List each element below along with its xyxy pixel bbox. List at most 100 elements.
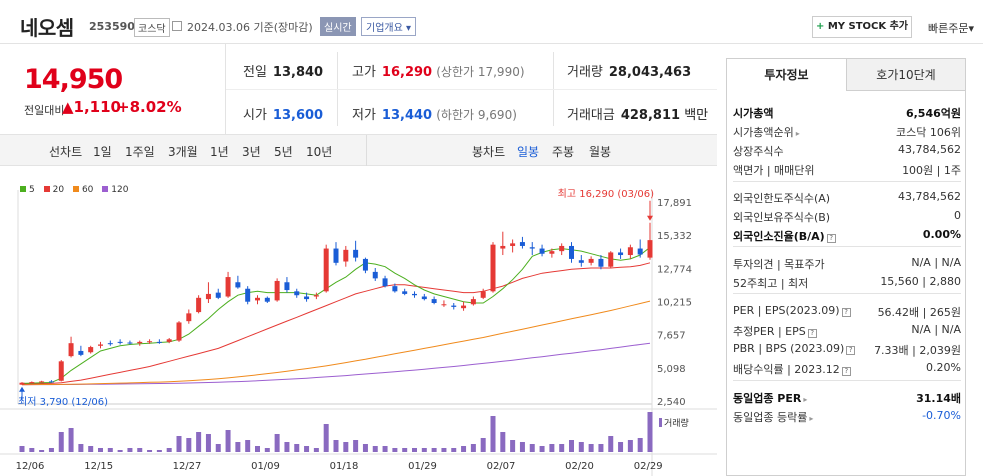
period-10y[interactable]: 10년	[306, 145, 333, 159]
volume-bar	[156, 450, 162, 452]
volume-bar	[225, 430, 231, 452]
candle-body	[461, 305, 467, 309]
candle-body	[127, 342, 133, 344]
volume-bar	[274, 434, 280, 452]
info-row-value: 43,784,562	[898, 190, 961, 203]
candle-body	[569, 245, 574, 259]
volume-bar	[451, 448, 457, 452]
volume-bar	[313, 448, 319, 452]
volume-bar	[117, 450, 123, 452]
volume: 거래량 28,043,463	[567, 65, 692, 80]
info-row-label: 동일업종 등락률 ▸	[733, 411, 814, 424]
volume-bar	[245, 440, 251, 452]
candle-body	[598, 258, 604, 267]
period-3y[interactable]: 3년	[242, 145, 261, 159]
chevron-right-icon: ▸	[795, 129, 800, 138]
help-icon[interactable]: ?	[841, 308, 851, 317]
info-row-label: 52주최고 | 최저	[733, 277, 809, 290]
my-stock-add-button[interactable]: + MY STOCK 추가	[812, 16, 912, 38]
volume-bar	[372, 446, 378, 452]
info-row: 외국인한도주식수(A) 43,784,562	[733, 188, 961, 206]
volume-bar	[304, 446, 310, 452]
candle-body	[264, 297, 270, 302]
stock-chart: 5 20 60 120 17,891 15,332 12,774 10,215 7,65…	[0, 166, 717, 476]
period-5y[interactable]: 5년	[274, 145, 293, 159]
info-row-value: -0.70%	[922, 409, 961, 422]
quick-order-button[interactable]: 빠른주문▾	[928, 20, 974, 36]
help-icon[interactable]: ?	[807, 329, 817, 338]
candle-body	[225, 277, 231, 297]
volume-bar	[58, 432, 64, 452]
chevron-right-icon: ▸	[809, 414, 814, 423]
chevron-down-icon: ▾	[406, 23, 412, 34]
candle-body	[578, 260, 584, 263]
candle-body	[559, 245, 565, 252]
volume-bar	[186, 438, 192, 452]
volume-bar	[637, 438, 643, 452]
info-row: PBR | BPS (2023.09)? 7.33배 | 2,039원	[733, 340, 961, 358]
calendar-icon	[172, 21, 182, 31]
tab-order-book[interactable]: 호가10단계	[846, 59, 965, 91]
stock-name: 네오셈	[20, 16, 74, 40]
help-icon[interactable]: ?	[841, 367, 851, 376]
volume-bar	[412, 448, 417, 452]
candle-weekly[interactable]: 주봉	[552, 145, 575, 159]
info-row-value: 6,546억원	[905, 107, 961, 120]
company-overview-dropdown[interactable]: 기업개요 ▾	[361, 17, 417, 36]
period-1y[interactable]: 1년	[210, 145, 229, 159]
volume-bar	[235, 442, 241, 452]
info-row[interactable]: 동일업종 PER ▸ 31.14배	[733, 388, 961, 406]
y-tick-label: 5,098	[657, 364, 686, 375]
info-row-label: 투자의견 | 목표주가	[733, 258, 825, 271]
volume-bar	[480, 438, 486, 452]
info-row[interactable]: 동일업종 등락률 ▸ -0.70%	[733, 407, 961, 425]
candle-monthly[interactable]: 월봉	[589, 145, 612, 159]
candle-daily[interactable]: 일봉	[517, 145, 540, 159]
volume-bar	[362, 444, 368, 452]
volume-bar	[382, 446, 388, 452]
period-1d[interactable]: 1일	[93, 145, 112, 159]
help-icon[interactable]: ?	[826, 234, 836, 243]
volume-bar	[608, 436, 614, 452]
period-1w[interactable]: 1주일	[125, 145, 155, 159]
volume-bar	[147, 450, 153, 452]
info-row[interactable]: 시가총액순위 ▸ 코스닥 106위	[733, 122, 961, 140]
legend-ma60: 60	[72, 185, 93, 195]
volume-bar	[264, 448, 270, 452]
candle-body	[382, 278, 388, 287]
candlestick-chart: 17,891 15,332 12,774 10,215 7,657 5,098 2,540 최…	[0, 188, 717, 476]
candle-body	[68, 343, 74, 357]
info-row: PER | EPS(2023.09)? 56.42배 | 265원	[733, 302, 961, 320]
volume-bar	[343, 442, 349, 452]
candle-chart-label: 봉차트	[472, 145, 506, 159]
info-row-label: PER | EPS(2023.09)?	[733, 304, 851, 317]
period-3m[interactable]: 3개월	[168, 145, 198, 159]
candle-body	[78, 350, 84, 355]
x-tick-label: 02/29	[634, 461, 663, 472]
realtime-button[interactable]: 실시간	[320, 17, 356, 36]
moving-average-ma120	[21, 342, 651, 386]
volume-bar	[510, 440, 516, 452]
tab-investment-info[interactable]: 투자정보	[727, 59, 846, 91]
volume-bar	[19, 446, 25, 452]
candle-body	[147, 341, 153, 343]
min-arrow-head	[19, 386, 25, 392]
info-row-label: 액면가 | 매매단위	[733, 164, 815, 177]
candle-body	[235, 282, 241, 288]
info-row: 시가총액 6,546억원	[733, 103, 961, 121]
info-tabs: 투자정보 호가10단계	[727, 59, 965, 91]
candle-body	[519, 242, 525, 246]
candle-body	[441, 304, 447, 306]
candle-body	[323, 248, 329, 292]
candle-body	[215, 292, 221, 298]
help-icon[interactable]: ?	[846, 346, 856, 355]
candle-body	[421, 296, 427, 300]
volume-bar	[618, 442, 624, 452]
candle-body	[588, 258, 594, 263]
change-label: 전일대비	[24, 104, 65, 117]
candle-body	[549, 251, 555, 254]
divider	[733, 380, 961, 381]
legend-ma5: 5	[20, 185, 35, 195]
info-row: 배당수익률 | 2023.12? 0.20%	[733, 359, 961, 377]
volume-bar	[29, 448, 35, 452]
